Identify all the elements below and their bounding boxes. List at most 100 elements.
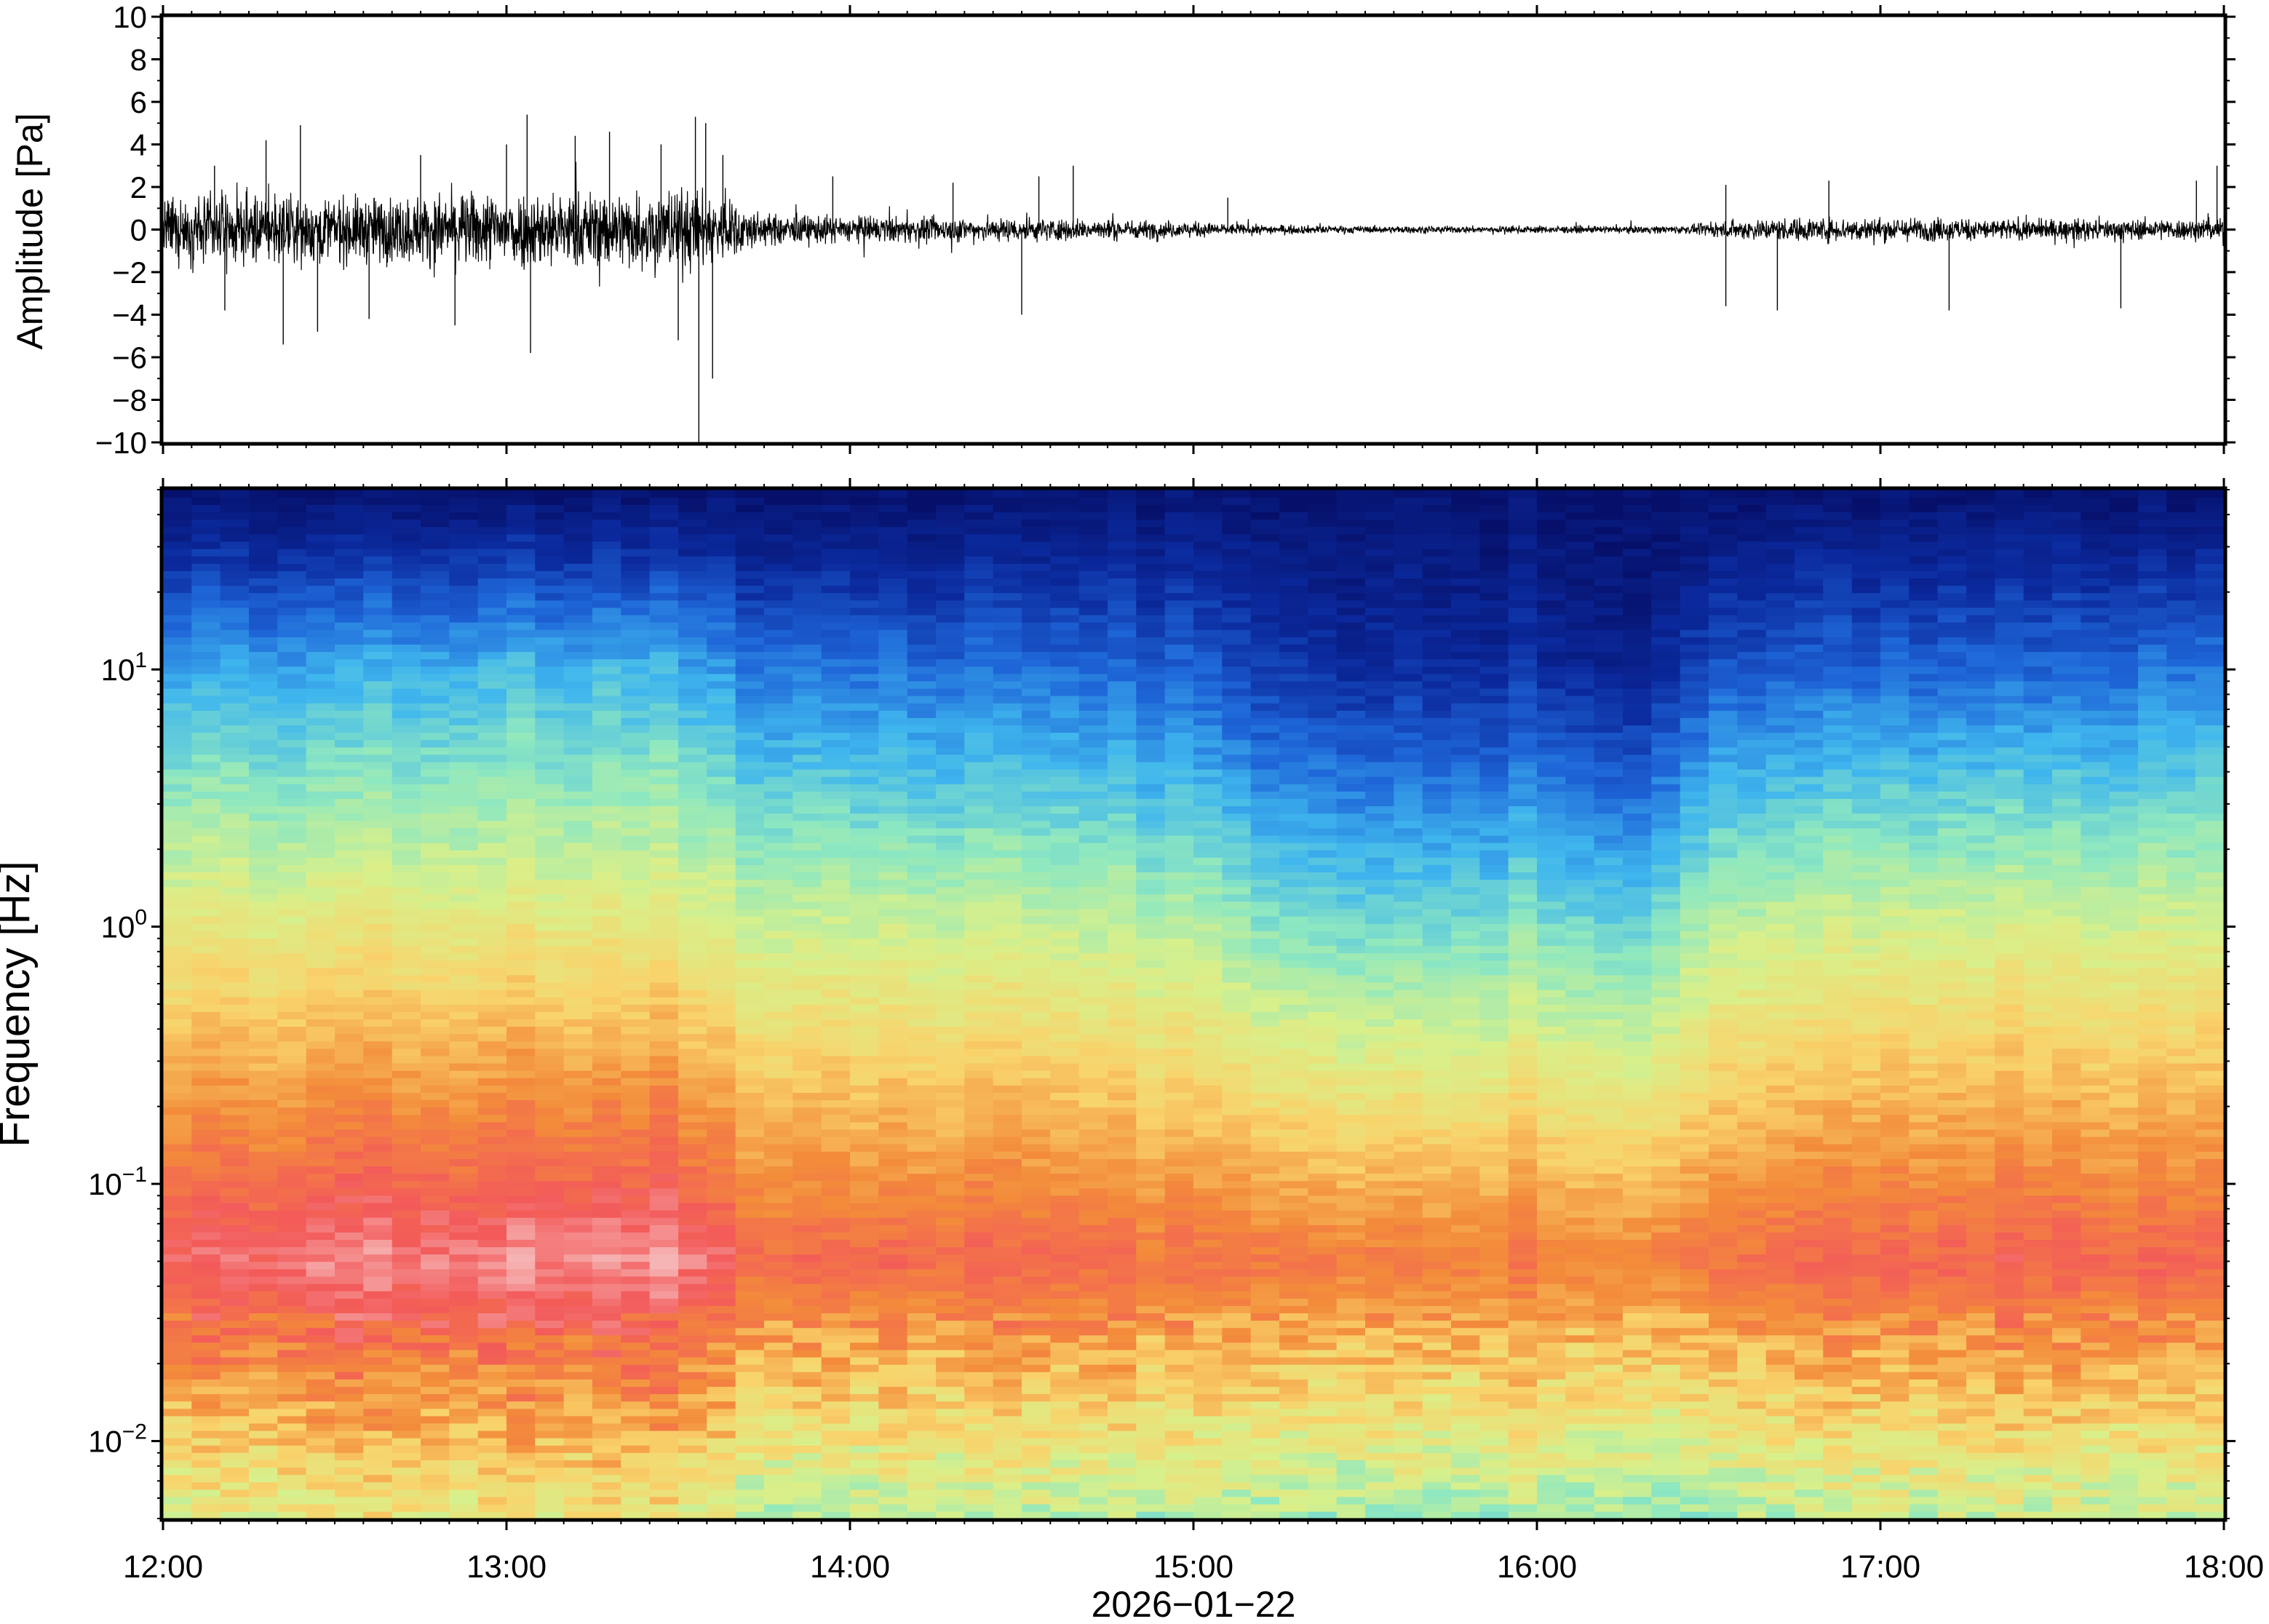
spectrogram-cell: [421, 1349, 450, 1358]
spectrogram-cell: [163, 1232, 193, 1240]
spectrogram-cell: [621, 533, 651, 542]
spectrogram-cell: [792, 931, 822, 939]
spectrogram-cell: [335, 1180, 365, 1189]
spectrogram-cell: [421, 1320, 450, 1329]
spectrogram-cell: [249, 1489, 279, 1497]
spectrogram-cell: [936, 1195, 966, 1203]
spectrogram-cell: [563, 629, 593, 637]
spectrogram-cell: [792, 1070, 822, 1078]
spectrogram-cell: [421, 1254, 450, 1262]
spectrogram-cell: [993, 1496, 1022, 1505]
spectrogram-cell: [563, 776, 593, 784]
spectrogram-cell: [1108, 1415, 1137, 1424]
spectrogram-cell: [592, 1334, 622, 1343]
spectrogram-cell: [249, 725, 279, 733]
spectrogram-cell: [1050, 849, 1080, 858]
spectrogram-cell: [1022, 600, 1052, 608]
spectrogram-cell: [1022, 512, 1052, 520]
spectrogram-cell: [249, 1275, 279, 1284]
spectrogram-cell: [907, 1356, 937, 1365]
spectrogram-cell: [306, 541, 335, 549]
spectrogram-cell: [277, 1180, 307, 1189]
spectrogram-cell: [392, 512, 421, 520]
spectrogram-cell: [878, 621, 908, 630]
spectrogram-cell: [249, 931, 279, 939]
spectrogram-cell: [477, 1510, 507, 1518]
spectrogram-cell: [477, 1158, 507, 1166]
spectrogram-cell: [477, 886, 507, 895]
spectrogram-cell: [277, 1062, 307, 1071]
spectrogram-cell: [678, 1290, 708, 1299]
spectrogram-cell: [792, 768, 822, 777]
spectrogram-cell: [964, 541, 994, 549]
spectrogram-cell: [792, 1158, 822, 1166]
spectrogram-cell: [220, 1011, 250, 1019]
spectrogram-cell: [163, 1099, 193, 1108]
spectrogram-cell: [277, 901, 307, 909]
spectrogram-cell: [563, 1268, 593, 1277]
spectrogram-cell: [850, 1386, 880, 1395]
spectrogram-cell: [993, 1180, 1022, 1189]
spectrogram-cell: [277, 1033, 307, 1042]
spectrogram-cell: [191, 1437, 221, 1446]
spectrogram-cell: [735, 497, 765, 505]
spectrogram-cell: [563, 732, 593, 741]
spectrogram-cell: [477, 1173, 507, 1182]
spectrogram-cell: [249, 607, 279, 616]
spectrogram-cell: [850, 908, 880, 917]
spectrogram-cell: [477, 1202, 507, 1211]
spectrogram-cell: [335, 1085, 365, 1093]
spectrogram-cell: [792, 849, 822, 858]
spectrogram-cell: [306, 710, 335, 718]
spectrogram-cell: [1108, 901, 1137, 909]
spectrogram-cell: [907, 1070, 937, 1078]
spectrogram-cell: [907, 1158, 937, 1166]
spectrogram-cell: [707, 512, 736, 520]
spectrogram-cell: [907, 621, 937, 630]
spectrogram-cell: [878, 651, 908, 660]
spectrogram-cell: [707, 1099, 736, 1108]
spectrogram-cell: [163, 732, 193, 741]
spectrogram-cell: [421, 1011, 450, 1019]
spectrogram-cell: [191, 1129, 221, 1137]
spectrogram-cell: [878, 931, 908, 939]
spectrogram-cell: [335, 1437, 365, 1446]
spectrogram-cell: [306, 1217, 335, 1225]
spectrogram-cell: [1022, 541, 1052, 549]
spectrogram-cell: [707, 1143, 736, 1152]
spectrogram-cell: [878, 842, 908, 851]
spectrogram-cell: [907, 1481, 937, 1490]
spectrogram-cell: [1022, 1489, 1052, 1497]
spectrogram-cell: [392, 1327, 421, 1336]
spectrogram-cell: [506, 1386, 536, 1395]
spectrogram-cell: [964, 938, 994, 946]
spectrogram-cell: [277, 1496, 307, 1505]
spectrogram-cell: [850, 857, 880, 865]
spectrogram-cell: [335, 931, 365, 939]
spectrogram-cell: [277, 1136, 307, 1145]
spectrogram-cell: [1022, 768, 1052, 777]
spectrogram-cell: [821, 864, 851, 872]
spectrogram-cell: [678, 1158, 708, 1166]
spectrogram-cell: [1108, 1268, 1137, 1277]
spectrogram-cell: [392, 827, 421, 836]
spectrogram-cell: [592, 820, 622, 829]
spectrogram-cell: [678, 490, 708, 498]
spectrogram-cell: [163, 717, 193, 725]
spectrogram-cell: [1078, 1313, 1108, 1321]
spectrogram-cell: [249, 1166, 279, 1174]
spectrogram-cell: [191, 857, 221, 865]
spectrogram-cell: [1108, 761, 1137, 770]
spectrogram-cell: [907, 1313, 937, 1321]
spectrogram-cell: [563, 1327, 593, 1336]
spectrogram-cell: [878, 1415, 908, 1424]
spectrogram-cell: [535, 717, 565, 725]
spectrogram-cell: [306, 717, 335, 725]
spectrogram-cell: [449, 497, 479, 505]
spectrogram-cell: [392, 680, 421, 689]
spectrogram-cell: [649, 1379, 679, 1387]
spectrogram-cell: [850, 585, 880, 594]
spectrogram-cell: [964, 996, 994, 1005]
spectrogram-cell: [277, 637, 307, 645]
spectrogram-cell: [220, 732, 250, 741]
